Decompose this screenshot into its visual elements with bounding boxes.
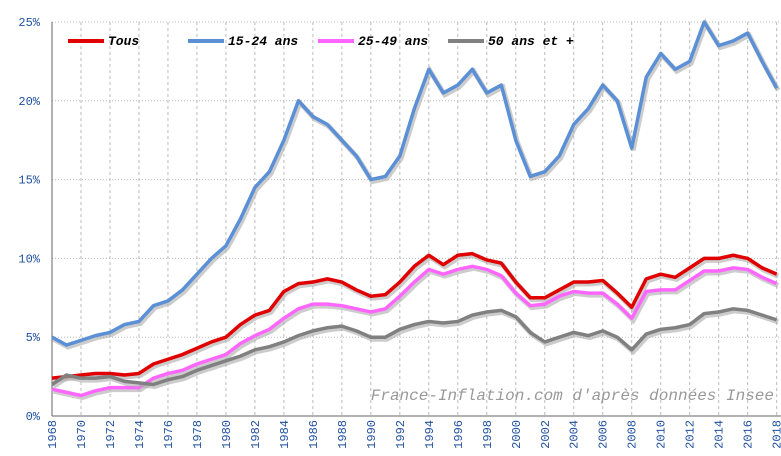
- x-tick-label: 2010: [655, 420, 669, 449]
- line: [51, 264, 778, 398]
- legend-text: 50 ans et +: [488, 34, 574, 49]
- y-tick-label: 25%: [18, 16, 40, 30]
- line: [51, 20, 779, 347]
- line: [51, 307, 778, 387]
- x-tick-label: 1996: [452, 420, 466, 449]
- x-tick-label: 2014: [713, 420, 727, 449]
- x-tick-label: 1988: [336, 420, 350, 449]
- x-tick-label: 1976: [162, 420, 176, 449]
- x-tick-label: 1972: [104, 420, 118, 449]
- legend-text: Tous: [108, 34, 139, 49]
- line-shadow: [52, 265, 780, 401]
- line-shadow: [52, 18, 781, 350]
- x-tick-label: 2018: [771, 420, 781, 449]
- y-tick-label: 20%: [18, 95, 40, 109]
- x-tick-label: 1968: [46, 420, 60, 449]
- x-tick-label: 2000: [510, 420, 524, 449]
- x-tick-label: 2012: [684, 420, 698, 449]
- line-shadow: [53, 253, 780, 383]
- x-tick-label: 1998: [481, 420, 495, 449]
- x-tick-label: 2004: [568, 420, 582, 449]
- y-tick-label: 10%: [18, 252, 40, 266]
- y-tick-label: 0%: [26, 410, 41, 424]
- annotation: France-Inflation.com d'après données Ins…: [371, 387, 774, 405]
- x-tick-label: 2006: [597, 420, 611, 449]
- x-tick-label: 1978: [191, 420, 205, 449]
- x-tick-label: 1986: [307, 420, 321, 449]
- legend-text: 25-49 ans: [358, 34, 428, 49]
- x-tick-label: 1970: [75, 420, 89, 449]
- line-shadow: [52, 308, 779, 390]
- x-tick-label: 1982: [249, 420, 263, 449]
- y-tick-label: 5%: [26, 331, 41, 345]
- x-tick-label: 1992: [394, 420, 408, 449]
- x-tick-label: 1980: [220, 420, 234, 449]
- x-tick-label: 1990: [365, 420, 379, 449]
- x-tick-label: 1974: [133, 420, 147, 449]
- y-tick-label: 15%: [18, 174, 40, 188]
- x-tick-label: 2008: [626, 420, 640, 449]
- legend-text: 15-24 ans: [228, 34, 298, 49]
- x-tick-label: 1994: [423, 420, 437, 449]
- x-tick-label: 2016: [742, 420, 756, 449]
- x-tick-label: 2002: [539, 420, 553, 449]
- x-tick-label: 1984: [278, 420, 292, 449]
- line: [51, 251, 778, 380]
